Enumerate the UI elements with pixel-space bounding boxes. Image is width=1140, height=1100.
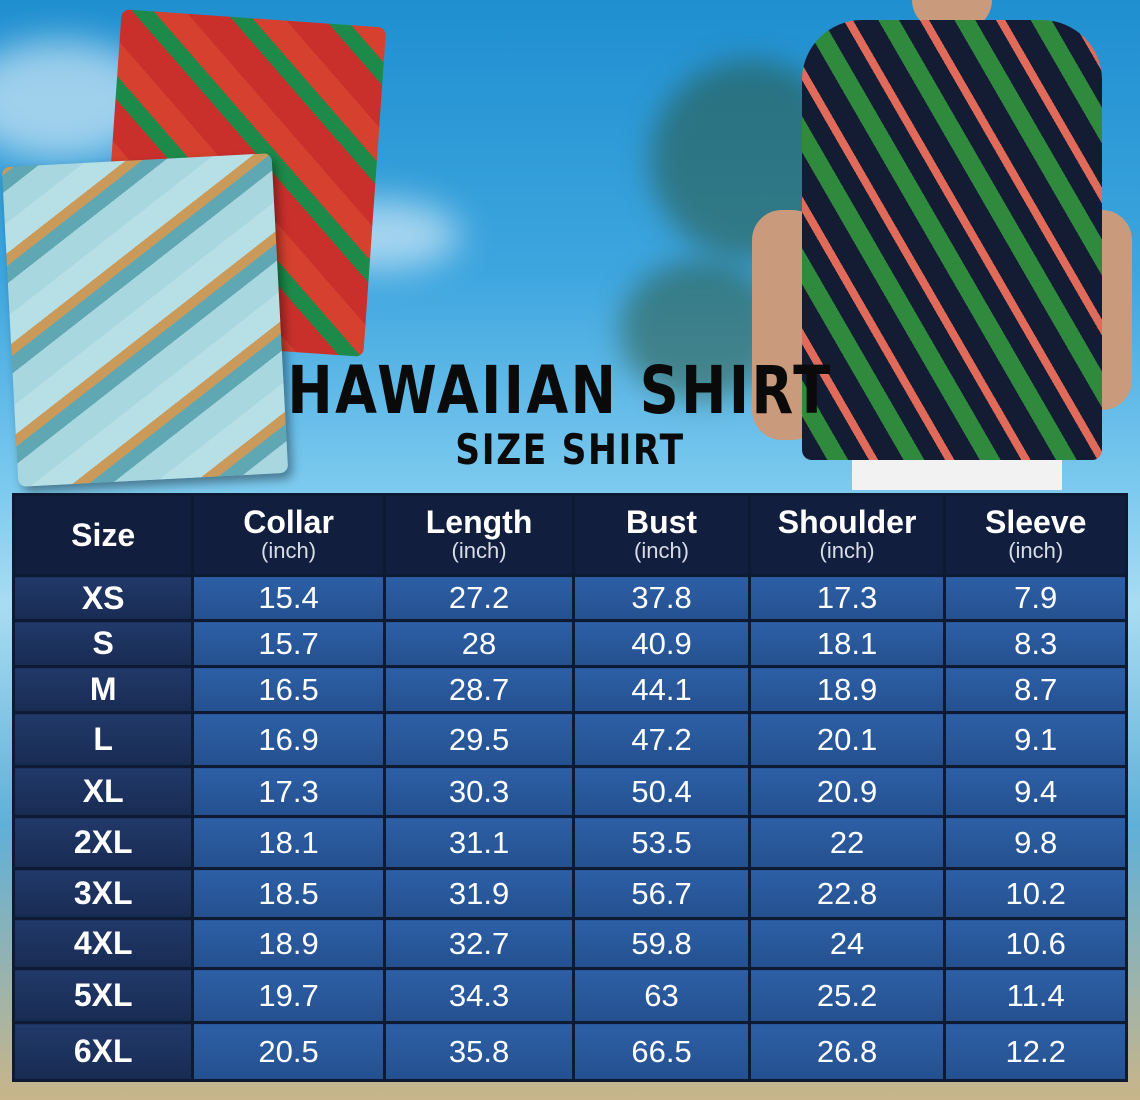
- measurement-cell: 22.8: [747, 867, 947, 920]
- column-label: Length: [425, 504, 533, 540]
- measurement-cell: 37.8: [572, 574, 751, 622]
- measurement-cell: 17.3: [191, 765, 386, 818]
- column-header-size: Size: [11, 493, 195, 577]
- column-label: Shoulder: [777, 504, 917, 540]
- measurement-cell: 31.1: [382, 815, 576, 870]
- measurement-cell: 59.8: [572, 917, 751, 970]
- column-header-collar: Collar (inch): [191, 493, 386, 577]
- page-title: HAWAIIAN SHIRT: [287, 352, 833, 429]
- column-label: Collar: [243, 504, 334, 540]
- measurement-cell: 8.7: [943, 665, 1128, 714]
- column-header-shoulder: Shoulder (inch): [747, 493, 947, 577]
- measurement-cell: 30.3: [382, 765, 576, 818]
- size-cell: M: [11, 665, 195, 714]
- measurement-cell: 20.9: [747, 765, 947, 818]
- measurement-cell: 28.7: [382, 665, 576, 714]
- measurement-cell: 50.4: [572, 765, 751, 818]
- measurement-cell: 18.9: [191, 917, 386, 970]
- table-row: L 16.9 29.5 47.2 20.1 9.1: [11, 711, 1128, 768]
- size-table: Size Collar (inch) Length (inch) Bust (inch) Sh…: [11, 493, 1128, 1082]
- column-header-sleeve: Sleeve (inch): [943, 493, 1128, 577]
- measurement-cell: 56.7: [572, 867, 751, 920]
- model-wearing-shirt-image: [752, 0, 1132, 490]
- table-row: 3XL 18.5 31.9 56.7 22.8 10.2: [11, 867, 1128, 920]
- size-cell: XS: [11, 574, 195, 622]
- size-cell: 3XL: [11, 867, 195, 920]
- size-cell: 6XL: [11, 1021, 195, 1082]
- table-row: S 15.7 28 40.9 18.1 8.3: [11, 619, 1128, 668]
- measurement-cell: 18.5: [191, 867, 386, 920]
- measurement-cell: 34.3: [382, 967, 576, 1024]
- measurement-cell: 22: [747, 815, 947, 870]
- measurement-cell: 28: [382, 619, 576, 668]
- measurement-cell: 7.9: [943, 574, 1128, 622]
- table-row: 6XL 20.5 35.8 66.5 26.8 12.2: [11, 1021, 1128, 1082]
- measurement-cell: 15.4: [191, 574, 386, 622]
- column-unit: (inch): [634, 538, 690, 563]
- size-cell: S: [11, 619, 195, 668]
- measurement-cell: 18.1: [191, 815, 386, 870]
- measurement-cell: 53.5: [572, 815, 751, 870]
- measurement-cell: 63: [572, 967, 751, 1024]
- table-row: M 16.5 28.7 44.1 18.9 8.7: [11, 665, 1128, 714]
- column-header-bust: Bust (inch): [572, 493, 751, 577]
- measurement-cell: 18.1: [747, 619, 947, 668]
- measurement-cell: 17.3: [747, 574, 947, 622]
- table-row: 5XL 19.7 34.3 63 25.2 11.4: [11, 967, 1128, 1024]
- table-row: 4XL 18.9 32.7 59.8 24 10.6: [11, 917, 1128, 970]
- measurement-cell: 16.9: [191, 711, 386, 768]
- column-label: Bust: [625, 504, 698, 540]
- measurement-cell: 20.5: [191, 1021, 386, 1082]
- measurement-cell: 8.3: [943, 619, 1128, 668]
- column-unit: (inch): [451, 538, 507, 563]
- column-header-length: Length (inch): [382, 493, 576, 577]
- measurement-cell: 35.8: [382, 1021, 576, 1082]
- measurement-cell: 29.5: [382, 711, 576, 768]
- size-cell: XL: [11, 765, 195, 818]
- measurement-cell: 9.8: [943, 815, 1128, 870]
- size-cell: 2XL: [11, 815, 195, 870]
- measurement-cell: 32.7: [382, 917, 576, 970]
- size-cell: 5XL: [11, 967, 195, 1024]
- measurement-cell: 66.5: [572, 1021, 751, 1082]
- measurement-cell: 18.9: [747, 665, 947, 714]
- measurement-cell: 19.7: [191, 967, 386, 1024]
- table-row: XL 17.3 30.3 50.4 20.9 9.4: [11, 765, 1128, 818]
- column-label: Sleeve: [984, 504, 1087, 540]
- measurement-cell: 11.4: [943, 967, 1128, 1024]
- column-unit: (inch): [261, 538, 317, 563]
- table-header-row: Size Collar (inch) Length (inch) Bust (inch) Sh…: [11, 493, 1128, 577]
- measurement-cell: 9.1: [943, 711, 1128, 768]
- measurement-cell: 26.8: [747, 1021, 947, 1082]
- table-row: XS 15.4 27.2 37.8 17.3 7.9: [11, 574, 1128, 622]
- column-label: Size: [71, 517, 136, 553]
- measurement-cell: 40.9: [572, 619, 751, 668]
- measurement-cell: 20.1: [747, 711, 947, 768]
- measurement-cell: 16.5: [191, 665, 386, 714]
- table-row: 2XL 18.1 31.1 53.5 22 9.8: [11, 815, 1128, 870]
- measurement-cell: 31.9: [382, 867, 576, 920]
- measurement-cell: 25.2: [747, 967, 947, 1024]
- measurement-cell: 9.4: [943, 765, 1128, 818]
- measurement-cell: 24: [747, 917, 947, 970]
- measurement-cell: 27.2: [382, 574, 576, 622]
- measurement-cell: 44.1: [572, 665, 751, 714]
- size-cell: L: [11, 711, 195, 768]
- measurement-cell: 47.2: [572, 711, 751, 768]
- measurement-cell: 10.2: [943, 867, 1128, 920]
- size-cell: 4XL: [11, 917, 195, 970]
- column-unit: (inch): [1008, 538, 1064, 563]
- column-unit: (inch): [819, 538, 875, 563]
- page-subtitle: SIZE SHIRT: [455, 425, 685, 474]
- measurement-cell: 15.7: [191, 619, 386, 668]
- measurement-cell: 10.6: [943, 917, 1128, 970]
- measurement-cell: 12.2: [943, 1021, 1128, 1082]
